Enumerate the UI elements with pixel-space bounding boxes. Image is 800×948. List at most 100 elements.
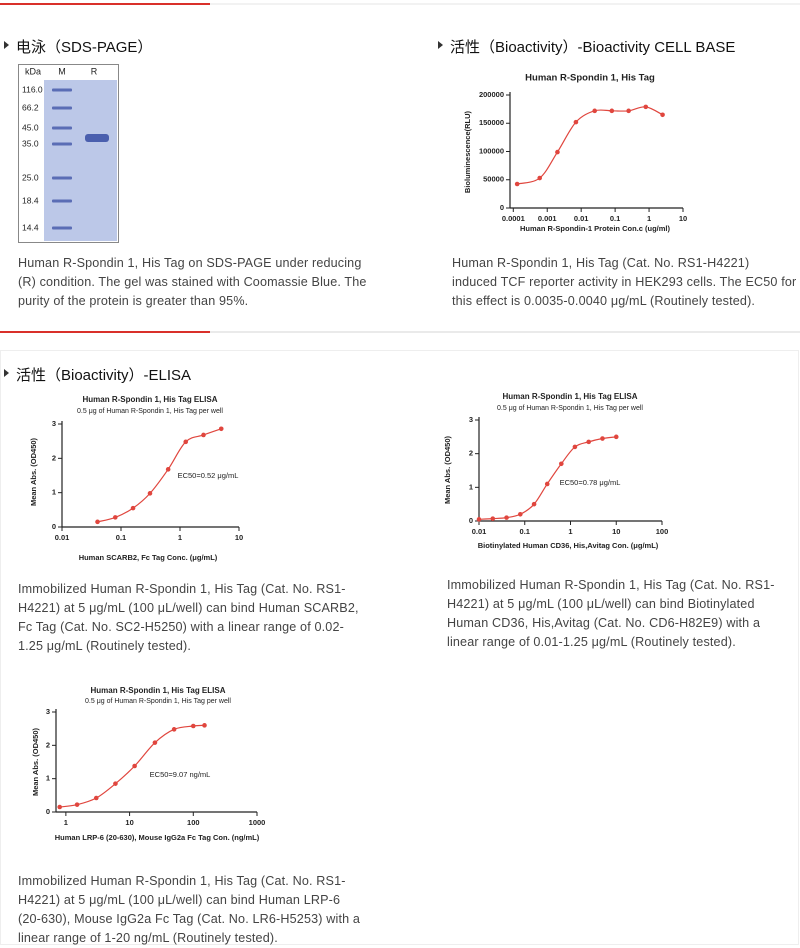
data-point (613, 434, 619, 440)
data-point (130, 505, 136, 511)
x-tick-label: 100 (656, 527, 669, 536)
y-tick-label: 3 (46, 707, 50, 716)
x-tick-label: 0.1 (610, 214, 620, 223)
x-tick-label: 10 (679, 214, 687, 223)
x-axis-label: Biotinylated Human CD36, His,Avitag Con.… (478, 541, 659, 550)
caption: Immobilized Human R-Spondin 1, His Tag (… (18, 874, 361, 945)
chart-subtitle: 0.5 μg of Human R-Spondin 1, His Tag per… (85, 698, 231, 705)
y-tick-label: 150000 (479, 118, 504, 127)
marker-band (52, 126, 72, 130)
x-tick-label: 0.01 (574, 214, 589, 223)
y-axis-label: Mean Abs. (OD450) (29, 437, 38, 506)
data-point (95, 519, 100, 525)
data-point (183, 439, 189, 445)
gel (44, 80, 117, 241)
x-tick-label: 100 (187, 818, 200, 827)
y-tick-label: 2 (52, 453, 56, 462)
data-point (57, 804, 62, 810)
data-point (201, 432, 206, 438)
x-tick-label: 10 (125, 818, 133, 827)
y-tick-label: 200000 (479, 90, 504, 99)
marker-band (52, 142, 72, 146)
y-axis-label: Mean Abs. (OD450) (443, 435, 452, 504)
data-point (518, 511, 523, 517)
x-tick-label: 1 (647, 214, 651, 223)
y-axis-label: Mean Abs. (OD450) (31, 727, 40, 796)
lane-label: M (58, 66, 66, 76)
caption: Human R-Spondin 1, His Tag on SDS-PAGE u… (18, 256, 367, 308)
y-tick-label: 50000 (483, 175, 504, 184)
lane-label: R (91, 66, 98, 76)
y-tick-label: 1 (46, 774, 50, 783)
y-tick-label: 1 (469, 482, 473, 491)
data-point (202, 723, 207, 728)
annotation: EC50=0.52 μg/mL (178, 471, 239, 480)
data-point (559, 461, 564, 467)
x-tick-label: 10 (612, 527, 620, 536)
data-point (93, 795, 99, 801)
y-axis-label: Bioluminescence(RLU) (463, 110, 472, 193)
data-point (572, 444, 578, 450)
x-axis-label: Human R-Spondin-1 Protein Con.c (ug/ml) (520, 224, 670, 233)
data-point (113, 781, 118, 786)
y-tick-label: 0 (500, 203, 504, 212)
data-point (112, 515, 118, 520)
marker-label: 18.4 (22, 195, 39, 205)
chart-title: Human R-Spondin 1, His Tag ELISA (83, 395, 218, 404)
data-point (586, 439, 592, 445)
marker-band (52, 199, 72, 203)
x-tick-label: 10 (235, 533, 243, 542)
data-point (171, 727, 177, 732)
x-tick-label: 0.1 (520, 527, 530, 536)
data-point (490, 516, 496, 521)
caption: Human R-Spondin 1, His Tag (Cat. No. RS1… (452, 256, 797, 308)
data-point (537, 175, 543, 181)
annotation: EC50=9.07 ng/mL (150, 770, 211, 779)
y-tick-label: 3 (469, 415, 473, 424)
annotation: EC50=0.78 μg/mL (560, 478, 621, 487)
y-tick-label: 3 (52, 419, 56, 428)
data-point (165, 467, 171, 472)
data-point (504, 515, 509, 520)
marker-band (52, 226, 72, 230)
marker-label: 35.0 (22, 138, 39, 148)
data-point (531, 501, 537, 507)
data-point (544, 481, 550, 487)
y-tick-label: 1 (52, 488, 56, 497)
x-tick-label: 0.1 (116, 533, 126, 542)
curve (517, 106, 663, 185)
data-point (660, 112, 665, 118)
y-tick-label: 0 (469, 516, 473, 525)
data-point (609, 108, 615, 114)
x-tick-label: 0.01 (472, 527, 487, 536)
chart-subtitle: 0.5 μg of Human R-Spondin 1, His Tag per… (497, 405, 643, 412)
data-point (476, 517, 482, 522)
data-point (132, 763, 137, 769)
data-point (152, 740, 158, 745)
data-point (600, 436, 605, 441)
caption: Immobilized Human R-Spondin 1, His Tag (… (447, 578, 775, 649)
data-point (74, 802, 80, 807)
data-point (555, 149, 560, 155)
marker-band (52, 88, 72, 92)
gel-band (85, 134, 109, 142)
chart-title: Human R-Spondin 1, His Tag ELISA (503, 392, 638, 401)
x-axis-label: Human LRP-6 (20-630), Mouse IgG2a Fc Tag… (55, 833, 260, 842)
data-point (514, 181, 520, 187)
y-tick-label: 0 (46, 807, 50, 816)
chart-title: Human R-Spondin 1, His Tag (525, 73, 655, 84)
y-tick-label: 2 (46, 740, 50, 749)
data-point (190, 723, 196, 729)
section-heading: 活性（Bioactivity）-ELISA (2, 364, 191, 385)
x-tick-label: 1 (178, 533, 182, 542)
x-tick-label: 0.001 (538, 214, 557, 223)
marker-label: 14.4 (22, 222, 39, 232)
marker-label: 25.0 (22, 172, 39, 182)
section-heading: 活性（Bioactivity）-Bioactivity CELL BASE (436, 36, 735, 57)
x-axis-label: Human SCARB2, Fc Tag Conc. (μg/mL) (79, 553, 218, 562)
marker-label: 66.2 (22, 102, 39, 112)
chart-subtitle: 0.5 μg of Human R-Spondin 1, His Tag per… (77, 408, 223, 415)
y-tick-label: 100000 (479, 146, 504, 155)
